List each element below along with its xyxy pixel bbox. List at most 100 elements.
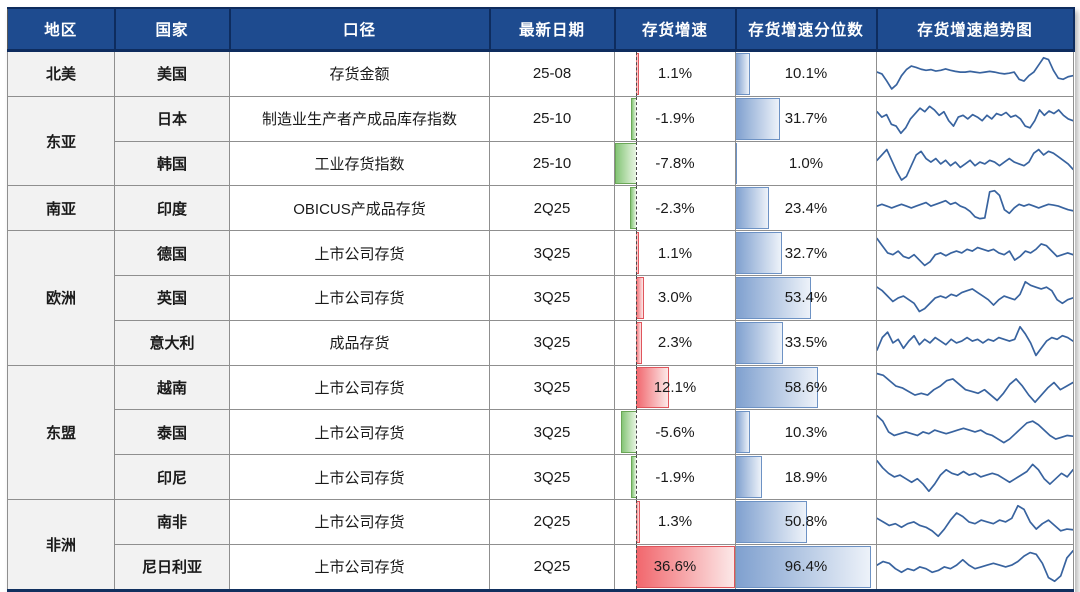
sparkline-path xyxy=(877,239,1073,266)
percentile-value: 18.9% xyxy=(784,468,828,486)
percentile-value: 96.4% xyxy=(784,558,828,576)
percentile-cell: 31.7% xyxy=(735,95,877,142)
growth-cell-content: 2.3% xyxy=(616,321,735,365)
sparkline-cell xyxy=(876,185,1074,232)
sparkline-cell xyxy=(876,498,1074,545)
sparkline-path xyxy=(877,551,1073,581)
table-row: 尼日利亚 上市公司存货 2Q25 36.6% 96.4% xyxy=(8,543,1074,592)
measure-cell: 上市公司存货 xyxy=(229,498,490,545)
growth-cell: -2.3% xyxy=(614,185,736,232)
sparkline-cell xyxy=(876,274,1074,321)
growth-bar-positive xyxy=(636,366,669,409)
percentile-value: 10.3% xyxy=(784,423,828,441)
sparkline-path xyxy=(877,149,1073,179)
growth-cell: -5.6% xyxy=(614,409,736,456)
date-cell: 25-10 xyxy=(489,140,615,187)
table-row: 英国 上市公司存货 3Q25 3.0% 53.4% xyxy=(8,274,1074,321)
date-cell: 2Q25 xyxy=(489,185,615,232)
percentile-cell-content: 18.9% xyxy=(736,456,876,499)
percentile-value: 53.4% xyxy=(784,289,828,307)
percentile-cell-content: 53.4% xyxy=(736,276,876,319)
measure-cell: 上市公司存货 xyxy=(229,274,490,321)
sparkline-chart xyxy=(877,545,1073,589)
region-cell: 东亚 xyxy=(7,95,115,187)
date-cell: 25-10 xyxy=(489,95,615,142)
sparkline-path xyxy=(877,106,1073,133)
country-cell: 美国 xyxy=(114,50,230,97)
sparkline-cell xyxy=(876,364,1074,411)
growth-value: -1.9% xyxy=(655,468,695,486)
region-cell: 北美 xyxy=(7,50,115,97)
growth-cell-content: 3.0% xyxy=(616,276,735,320)
sparkline-cell xyxy=(876,409,1074,456)
measure-cell: 上市公司存货 xyxy=(229,230,490,276)
percentile-value: 1.0% xyxy=(788,154,824,172)
date-cell: 3Q25 xyxy=(489,230,615,276)
inventory-growth-table: 地区 国家 口径 最新日期 存货增速 存货增速分位数 存货增速趋势图 北美 美国存… xyxy=(7,7,1075,592)
country-cell: 英国 xyxy=(114,274,230,321)
growth-value: -2.3% xyxy=(655,199,695,217)
percentile-bar xyxy=(736,276,811,319)
sparkline-chart xyxy=(877,186,1073,230)
country-cell: 日本 xyxy=(114,95,230,142)
growth-cell: 1.1% xyxy=(614,230,736,276)
growth-value: 2.3% xyxy=(657,334,693,352)
growth-cell-content: 1.3% xyxy=(616,500,735,544)
percentile-cell: 32.7% xyxy=(735,230,877,276)
table-row: 北美 美国 存货金额 25-08 1.1% 10.1% xyxy=(7,50,1074,97)
region-cell: 欧洲 xyxy=(7,230,115,366)
growth-bar-negative xyxy=(615,142,637,185)
growth-value: 3.0% xyxy=(657,289,693,307)
sparkline-cell xyxy=(876,319,1074,366)
growth-value: -5.6% xyxy=(655,423,695,441)
growth-cell: -1.9% xyxy=(614,95,736,142)
country-cell: 韩国 xyxy=(114,140,230,187)
sparkline-chart xyxy=(877,231,1073,275)
sparkline-chart xyxy=(877,276,1073,320)
percentile-bar xyxy=(736,500,808,543)
country-cell: 尼日利亚 xyxy=(114,543,230,592)
percentile-bar xyxy=(736,321,783,364)
percentile-cell-content: 33.5% xyxy=(736,321,876,364)
date-cell: 3Q25 xyxy=(489,454,615,500)
sparkline-path xyxy=(877,416,1073,443)
percentile-cell-content: 1.0% xyxy=(736,142,876,185)
zero-axis-line xyxy=(636,321,638,365)
sparkline-path xyxy=(877,506,1073,536)
growth-bar-negative xyxy=(630,456,637,498)
header-trend-chart: 存货增速趋势图 xyxy=(876,7,1075,52)
growth-cell-content: -1.9% xyxy=(616,97,735,141)
growth-cell-content: 12.1% xyxy=(616,366,735,409)
sparkline-path xyxy=(877,58,1073,89)
measure-cell: 上市公司存货 xyxy=(229,454,490,500)
zero-axis-line xyxy=(636,276,638,320)
date-cell: 2Q25 xyxy=(489,543,615,592)
percentile-cell-content: 58.6% xyxy=(736,366,876,409)
country-cell: 印尼 xyxy=(114,454,230,500)
table-row: 印尼 上市公司存货 3Q25 -1.9% 18.9% xyxy=(8,454,1074,500)
table-row: 意大利 成品存货 3Q25 2.3% 33.5% xyxy=(8,319,1074,366)
percentile-cell-content: 10.3% xyxy=(736,411,876,454)
percentile-cell-content: 32.7% xyxy=(736,232,876,275)
date-cell: 3Q25 xyxy=(489,409,615,456)
percentile-bar xyxy=(736,53,751,95)
measure-cell: 上市公司存货 xyxy=(229,364,490,411)
percentile-cell-content: 50.8% xyxy=(736,500,876,543)
growth-bar-positive xyxy=(636,545,735,588)
percentile-cell: 1.0% xyxy=(735,140,877,187)
growth-cell: 1.1% xyxy=(614,50,736,97)
growth-bar-negative xyxy=(629,187,637,230)
sparkline-chart xyxy=(877,410,1073,454)
sparkline-path xyxy=(877,461,1073,491)
percentile-bar xyxy=(736,187,769,230)
growth-bar-negative xyxy=(620,411,637,454)
date-cell: 3Q25 xyxy=(489,319,615,366)
growth-bar-negative xyxy=(630,97,637,140)
growth-cell-content: -5.6% xyxy=(616,410,735,454)
table-row: 欧洲 德国 上市公司存货 3Q25 1.1% 32.7% xyxy=(7,230,1074,366)
growth-bar-positive xyxy=(636,321,643,364)
growth-value: 36.6% xyxy=(653,558,697,576)
percentile-cell: 53.4% xyxy=(735,274,877,321)
sparkline-path xyxy=(877,282,1073,312)
percentile-bar xyxy=(736,545,871,588)
